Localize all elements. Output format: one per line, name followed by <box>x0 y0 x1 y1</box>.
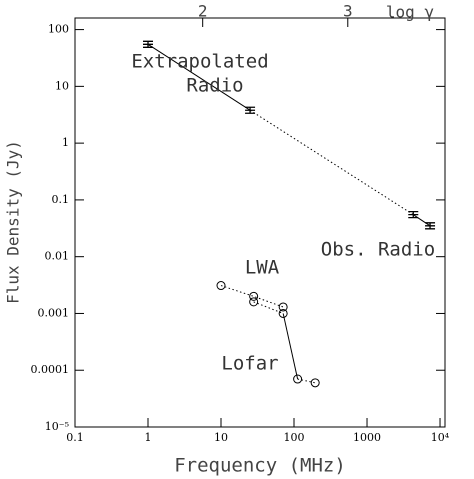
annotation: Lofar <box>221 353 278 375</box>
x-tick-label: 10 <box>214 431 228 444</box>
annotation: Extrapolated <box>131 51 268 73</box>
series-line <box>249 109 414 216</box>
y-axis-label: Flux Density (Jy) <box>4 140 23 304</box>
x-tick-label: 1000 <box>353 431 381 444</box>
series-line <box>297 378 316 384</box>
point <box>293 374 303 384</box>
point <box>249 297 259 307</box>
x-tick-label: 1 <box>145 431 152 444</box>
x2-axis-label: log γ <box>386 3 434 22</box>
series-line <box>147 43 251 111</box>
point <box>278 302 288 312</box>
point <box>245 106 256 114</box>
point <box>216 281 226 291</box>
plot-frame <box>74 17 446 428</box>
x-tick-label: 10⁴ <box>431 431 450 444</box>
y-tick-label: 100 <box>48 23 69 36</box>
x-axis-label: Frequency (MHz) <box>174 455 346 477</box>
x2-tick-label: 3 <box>343 2 353 21</box>
y-tick-label: 0.001 <box>38 306 70 319</box>
y-tick-label: 0.01 <box>45 250 70 263</box>
x2-tick-label: 2 <box>198 2 208 21</box>
annotation: Radio <box>186 75 243 97</box>
y-tick-label: 10⁻⁵ <box>45 420 69 433</box>
x-tick-label: 100 <box>284 431 305 444</box>
x-tick-label: 0.1 <box>66 431 84 444</box>
y-tick-label: 0.1 <box>52 193 70 206</box>
annotation: LWA <box>245 257 280 279</box>
point <box>278 308 288 318</box>
point <box>249 291 259 301</box>
point <box>143 40 154 48</box>
point <box>425 222 436 230</box>
y-tick-label: 1 <box>62 136 69 149</box>
series-line <box>220 285 284 308</box>
y-tick-label: 10 <box>55 79 69 92</box>
point <box>408 210 419 219</box>
annotation: Obs. Radio <box>321 239 435 261</box>
series-line <box>253 301 284 314</box>
point <box>310 378 320 388</box>
series-line <box>282 313 299 380</box>
series-line <box>412 214 431 227</box>
y-tick-label: 0.0001 <box>31 363 70 376</box>
